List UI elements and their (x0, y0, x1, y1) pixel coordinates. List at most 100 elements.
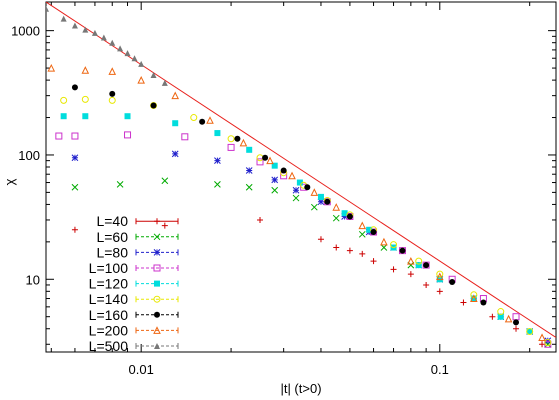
data-point (346, 213, 353, 220)
marker-shape (108, 67, 117, 75)
marker-shape (380, 244, 388, 251)
series-l-160 (71, 84, 520, 326)
data-point (292, 186, 300, 194)
marker-shape (423, 281, 430, 288)
marker-shape (370, 229, 377, 236)
marker-shape (108, 96, 116, 104)
data-point (214, 130, 221, 137)
marker-shape (60, 96, 68, 104)
data-point (341, 213, 348, 220)
marker-shape (304, 184, 311, 191)
marker-shape (150, 102, 157, 109)
data-point (71, 22, 78, 29)
marker-shape (407, 271, 414, 278)
marker-shape (436, 288, 443, 295)
legend: L=40L=60L=80L=100L=120L=140L=160L=200L=5… (89, 213, 179, 354)
axis-tick-labels: 0.01 0.1 10 100 1000 (11, 24, 449, 377)
marker-shape (341, 210, 348, 217)
y-tick-label: 10 (26, 272, 40, 287)
marker-shape (390, 266, 397, 273)
data-point (71, 132, 79, 140)
legend-marker (153, 249, 161, 256)
data-point (332, 214, 340, 222)
data-point (271, 186, 279, 194)
marker-shape (423, 262, 430, 269)
marker-shape (154, 311, 160, 318)
marker-shape (109, 90, 116, 97)
data-point (234, 135, 241, 142)
series-l-40 (71, 216, 546, 348)
marker-shape (544, 339, 552, 347)
data-point (117, 45, 124, 52)
marker-shape (346, 213, 353, 220)
marker-shape (497, 308, 505, 316)
marker-shape (333, 244, 340, 251)
marker-shape (214, 130, 221, 137)
marker-shape (82, 113, 89, 120)
marker-shape (154, 343, 160, 349)
data-point (526, 328, 533, 335)
data-point (256, 158, 264, 166)
axis-ticks (46, 2, 556, 352)
data-point (161, 177, 169, 185)
marker-shape (245, 167, 253, 174)
marker-shape (399, 247, 406, 254)
legend-label: L=200 (89, 322, 129, 338)
y-tick-label: 1000 (11, 24, 40, 39)
legend-marker (153, 264, 161, 272)
legend-item: L=140 (89, 291, 179, 307)
data-point (399, 247, 406, 254)
marker-shape (71, 132, 79, 140)
data-point (190, 114, 198, 122)
marker-shape (71, 183, 79, 191)
data-point (55, 132, 63, 140)
marker-shape (480, 299, 487, 306)
data-point (470, 291, 478, 299)
legend-item: L=160 (89, 307, 179, 323)
marker-shape (153, 326, 161, 334)
marker-shape (271, 176, 279, 184)
series-l-140 (60, 95, 552, 347)
marker-shape (257, 216, 264, 223)
marker-shape (332, 214, 340, 222)
marker-shape (234, 135, 241, 142)
data-point (359, 250, 366, 257)
marker-shape (46, 5, 49, 12)
data-point (108, 96, 116, 104)
series-l-500 (46, 5, 168, 86)
marker-shape (171, 150, 179, 158)
marker-shape (288, 171, 296, 180)
marker-shape (317, 236, 324, 243)
data-point (470, 295, 477, 302)
marker-shape (346, 247, 353, 254)
legend-label: L=60 (96, 229, 128, 245)
data-point (138, 60, 145, 67)
data-point (370, 229, 377, 236)
marker-shape (436, 270, 444, 278)
data-point (171, 150, 179, 158)
data-point (390, 266, 397, 273)
data-point (513, 325, 520, 332)
marker-shape (71, 84, 78, 91)
marker-shape (470, 295, 477, 302)
marker-shape (435, 272, 444, 281)
series-l-120 (60, 113, 533, 335)
marker-shape (513, 325, 520, 332)
data-point (150, 102, 157, 109)
marker-shape (332, 203, 341, 211)
marker-shape (214, 181, 221, 188)
marker-shape (526, 328, 533, 335)
marker-shape (513, 319, 520, 326)
data-point (380, 244, 388, 251)
marker-shape (310, 203, 318, 211)
data-point (415, 262, 422, 269)
data-point (341, 210, 348, 217)
marker-shape (370, 258, 377, 265)
data-point (81, 95, 89, 103)
data-point (435, 272, 444, 281)
data-point (161, 79, 168, 86)
marker-shape (81, 66, 90, 74)
x-tick-label: 0.01 (129, 362, 154, 377)
data-point (512, 313, 520, 321)
marker-shape (71, 226, 78, 233)
